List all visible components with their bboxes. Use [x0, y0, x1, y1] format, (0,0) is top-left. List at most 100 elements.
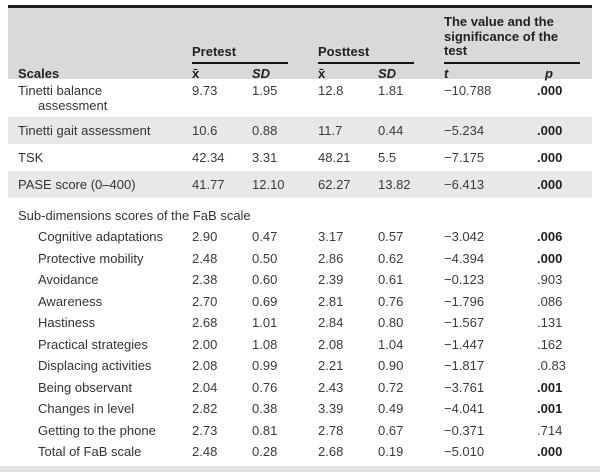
cell-pretest-mean: 10.6 [192, 123, 218, 138]
cell-pretest-mean: 2.90 [192, 229, 218, 245]
cell-pretest-sd: 1.08 [252, 336, 278, 352]
cell-posttest-sd: 0.80 [378, 315, 404, 331]
row-label: Getting to the phone [38, 422, 156, 438]
cell-pretest-sd: 12.10 [252, 177, 285, 192]
cell-p-value: .162 [537, 336, 563, 352]
cell-pretest-sd: 1.01 [252, 315, 278, 331]
cell-posttest-sd: 1.81 [378, 83, 404, 98]
row-label: Awareness [38, 293, 103, 309]
cell-pretest-sd: 0.47 [252, 229, 278, 245]
cell-posttest-sd: 0.44 [378, 123, 404, 138]
cell-p-value: .006 [537, 229, 563, 245]
table-bottom-strip [0, 465, 600, 472]
cell-p-value: .001 [537, 401, 563, 417]
row-label: Changes in level [38, 401, 135, 417]
cell-posttest-sd: 0.67 [378, 422, 404, 438]
cell-pretest-mean: 9.73 [192, 83, 218, 98]
table-row: Avoidance 2.38 0.60 2.39 0.61 −0.123 .90… [8, 269, 592, 291]
table-row: Total of FaB scale 2.48 0.28 2.68 0.19 −… [8, 441, 592, 463]
row-label: TSK [18, 150, 44, 165]
cell-posttest-sd: 0.61 [378, 272, 404, 288]
posttest-header: Posttest [318, 44, 444, 64]
test-significance-header: The value and the significance of the te… [444, 14, 592, 64]
section-header-row: Sub-dimensions scores of the FaB scale [8, 198, 592, 226]
cell-pretest-sd: 1.95 [252, 83, 278, 98]
pretest-sd-column-header: SD [252, 66, 271, 81]
cell-t-value: −1.817 [444, 358, 485, 374]
cell-p-value: .000 [537, 444, 563, 460]
cell-p-value: .000 [537, 123, 563, 138]
cell-p-value: .903 [537, 272, 563, 288]
cell-posttest-sd: 0.57 [378, 229, 404, 245]
cell-pretest-sd: 0.38 [252, 401, 278, 417]
table-row: Being observant 2.04 0.76 2.43 0.72 −3.7… [8, 377, 592, 399]
cell-pretest-sd: 0.81 [252, 422, 278, 438]
row-label: Total of FaB scale [38, 444, 142, 460]
cell-t-value: −1.567 [444, 315, 485, 331]
cell-t-value: −5.010 [444, 444, 485, 460]
table-row: Changes in level 2.82 0.38 3.39 0.49 −4.… [8, 398, 592, 420]
cell-pretest-sd: 0.99 [252, 358, 278, 374]
row-label: Avoidance [38, 272, 99, 288]
cell-pretest-mean: 2.08 [192, 358, 218, 374]
cell-posttest-sd: 0.19 [378, 444, 404, 460]
cell-pretest-sd: 0.60 [252, 272, 278, 288]
table-row: Displacing activities 2.08 0.99 2.21 0.9… [8, 355, 592, 377]
cell-posttest-mean: 2.84 [318, 315, 344, 331]
cell-posttest-mean: 2.08 [318, 336, 344, 352]
scales-column-header: Scales [18, 66, 60, 81]
table-row: Hastiness 2.68 1.01 2.84 0.80 −1.567 .13… [8, 312, 592, 334]
cell-t-value: −5.234 [444, 123, 485, 138]
cell-posttest-mean: 48.21 [318, 150, 351, 165]
cell-t-value: −4.041 [444, 401, 485, 417]
cell-posttest-mean: 62.27 [318, 177, 351, 192]
table-row: Awareness 2.70 0.69 2.81 0.76 −1.796 .08… [8, 291, 592, 313]
table-row: Cognitive adaptations 2.90 0.47 3.17 0.5… [8, 226, 592, 248]
cell-t-value: −0.123 [444, 272, 485, 288]
section-label: Sub-dimensions scores of the FaB scale [18, 207, 251, 223]
cell-pretest-sd: 0.76 [252, 379, 278, 395]
cell-t-value: −4.394 [444, 250, 485, 266]
cell-p-value: .086 [537, 293, 563, 309]
cell-pretest-mean: 2.73 [192, 422, 218, 438]
cell-posttest-sd: 5.5 [378, 150, 397, 165]
t-column-header: t [444, 66, 449, 81]
row-label: Practical strategies [38, 336, 148, 352]
cell-pretest-sd: 0.28 [252, 444, 278, 460]
cell-pretest-mean: 2.70 [192, 293, 218, 309]
cell-pretest-mean: 2.48 [192, 250, 218, 266]
cell-pretest-mean: 42.34 [192, 150, 225, 165]
header-spanner-row: Pretest Posttest The value and the signi… [8, 14, 592, 64]
cell-posttest-mean: 3.39 [318, 401, 344, 417]
cell-posttest-mean: 2.68 [318, 444, 344, 460]
cell-pretest-sd: 0.50 [252, 250, 278, 266]
column-header-row: Scales x̄ SD x̄ SD t p [8, 57, 592, 85]
p-column-header: p [545, 66, 553, 81]
cell-posttest-mean: 2.43 [318, 379, 344, 395]
cell-posttest-mean: 2.39 [318, 272, 344, 288]
cell-p-value: .000 [537, 250, 563, 266]
row-label: Tinetti balance assessment [18, 83, 108, 113]
cell-t-value: −7.175 [444, 150, 485, 165]
table-top-border [8, 5, 592, 8]
row-label: Being observant [38, 379, 132, 395]
pretest-header: Pretest [192, 44, 318, 64]
cell-posttest-sd: 0.76 [378, 293, 404, 309]
cell-t-value: −3.761 [444, 379, 485, 395]
pretest-mean-column-header: x̄ [192, 66, 200, 81]
row-label: Protective mobility [38, 250, 144, 266]
cell-pretest-mean: 2.68 [192, 315, 218, 331]
table-body: Tinetti balance assessment 9.73 1.95 12.… [8, 79, 592, 463]
posttest-mean-column-header: x̄ [318, 66, 326, 81]
row-label: Cognitive adaptations [38, 229, 164, 245]
cell-t-value: −3.042 [444, 229, 485, 245]
cell-posttest-mean: 2.86 [318, 250, 344, 266]
cell-t-value: −0.371 [444, 422, 485, 438]
cell-p-value: .000 [537, 177, 563, 192]
cell-p-value: .714 [537, 422, 563, 438]
cell-p-value: .0.83 [537, 358, 566, 374]
cell-p-value: .000 [537, 83, 563, 98]
cell-p-value: .000 [537, 150, 563, 165]
cell-t-value: −1.447 [444, 336, 485, 352]
cell-posttest-mean: 2.78 [318, 422, 344, 438]
